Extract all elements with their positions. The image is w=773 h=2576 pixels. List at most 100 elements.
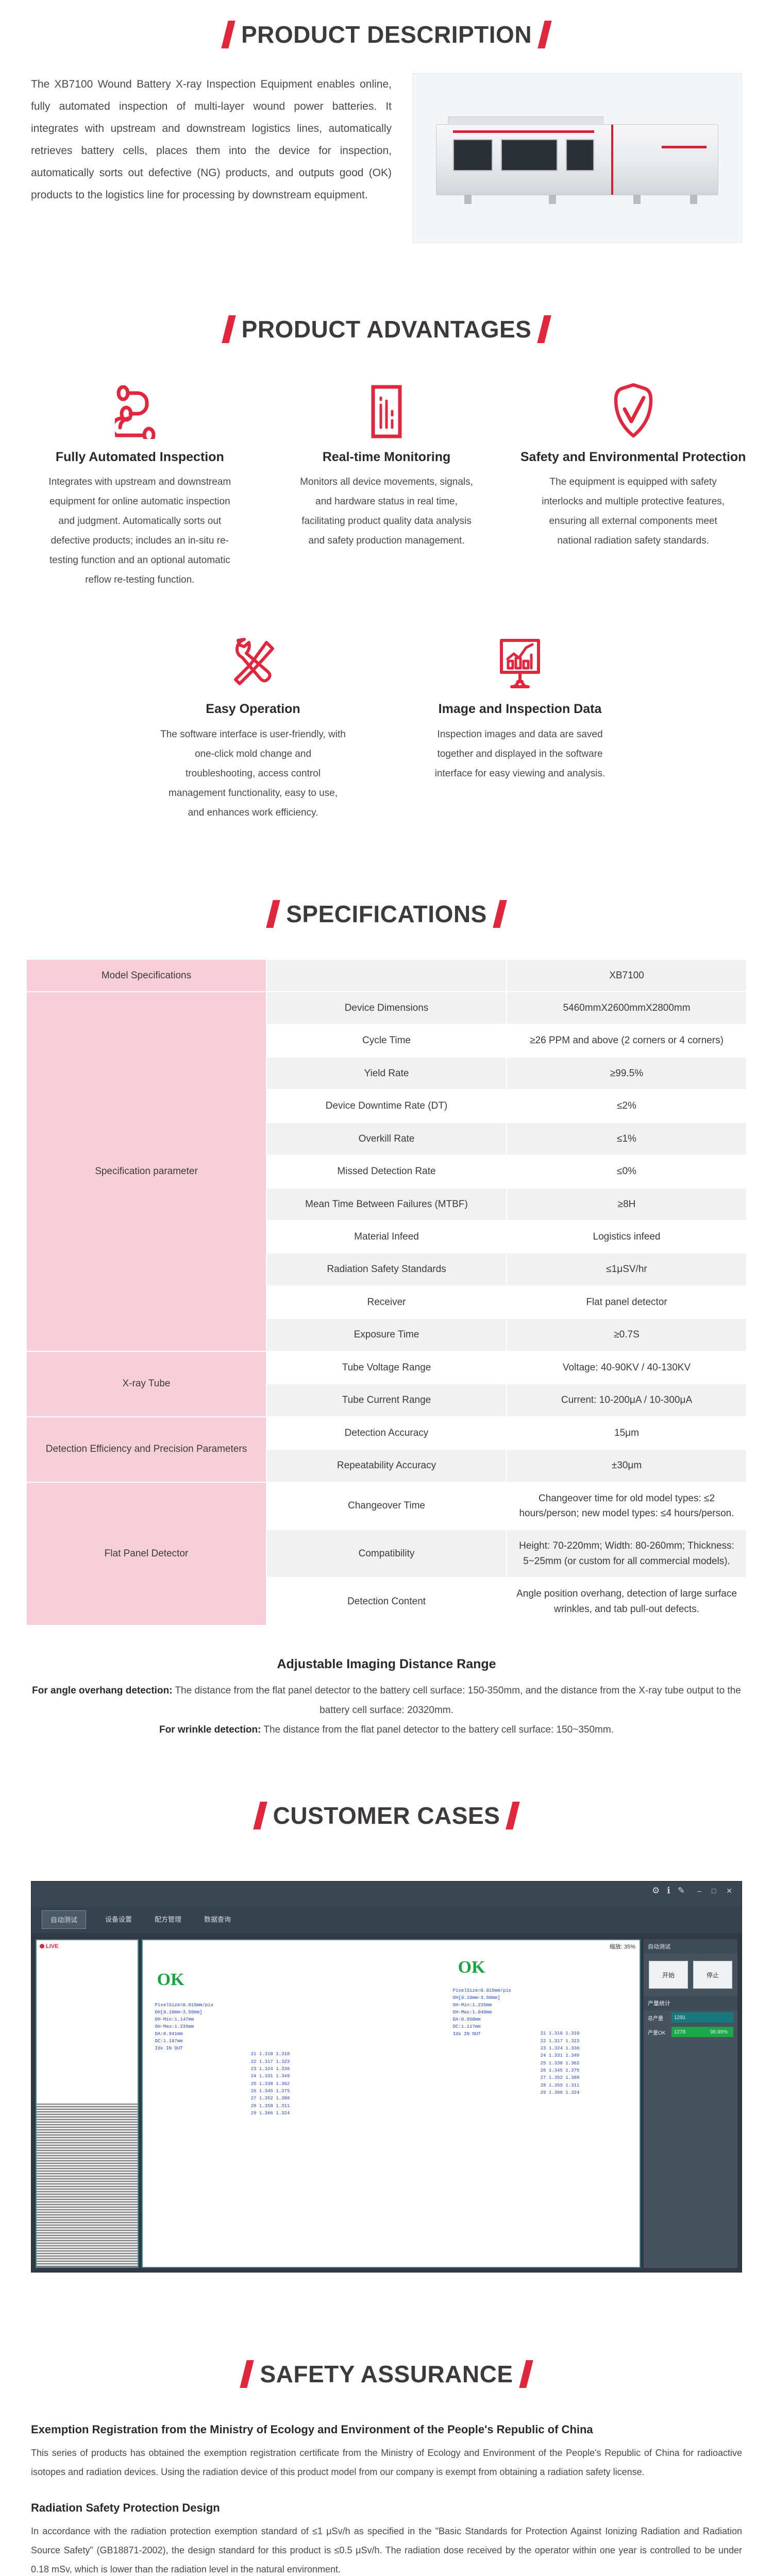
spec-value-cell: Angle position overhang, detection of la… [506, 1577, 747, 1626]
inspection-software-screenshot: ⚙ ℹ ✎ – □ ✕ 自动测试 设备设置 配方管理 数据查询 LIVE 缩放:… [31, 1881, 742, 2273]
safety-assurance-heading: SAFETY ASSURANCE [0, 2360, 773, 2388]
window-controls[interactable]: – □ ✕ [697, 1887, 736, 1895]
section-title: CUSTOMER CASES [273, 1802, 500, 1829]
equipment-illustration [435, 116, 719, 205]
measurement-line: PixelSize=0.015mm/pix [155, 2003, 214, 2008]
slash-right-decoration [518, 2360, 533, 2388]
tab-data-query[interactable]: 数据查询 [204, 1916, 231, 1924]
spec-value-cell: Flat panel detector [506, 1285, 747, 1319]
live-indicator: LIVE [40, 1943, 58, 1950]
advantage-title: Real-time Monitoring [322, 450, 451, 464]
slash-right-decoration [537, 21, 552, 48]
product-description-heading: PRODUCT DESCRIPTION [0, 21, 773, 48]
spec-value-cell: 5460mmX2600mmX2800mm [506, 991, 747, 1025]
tab-recipe-manage[interactable]: 配方管理 [154, 1916, 181, 1924]
live-label: LIVE [46, 1943, 59, 1950]
info-icon[interactable]: ℹ [667, 1886, 670, 1896]
spec-label-cell: Radiation Safety Standards [266, 1252, 507, 1286]
table-row: Cycle Time ≥26 PPM and above (2 corners o… [26, 1024, 747, 1058]
spec-label-cell: Material Infeed [266, 1219, 507, 1254]
measurement-numbers-left: 21 1.310 1.310 22 1.317 1.323 23 1.324 1.3… [251, 2050, 290, 2117]
software-tab-bar: 自动测试 设备设置 配方管理 数据查询 [31, 1906, 742, 1934]
angle-overhang-text: The distance from the flat panel detecto… [172, 1685, 741, 1716]
slash-left-decoration [221, 315, 236, 343]
tab-auto-test[interactable]: 自动测试 [42, 1910, 86, 1929]
control-button-row: 开始 停止 [644, 1954, 737, 1996]
right-inspection-view: OK PixelSize=0.015mm/pix OH[0.10mm~3.50mm… [396, 1953, 635, 2265]
gear-icon[interactable]: ⚙ [652, 1886, 660, 1896]
automation-flow-icon [26, 379, 254, 439]
spec-label-cell: Device Dimensions [266, 991, 507, 1025]
spec-label-cell: Compatibility [266, 1529, 507, 1579]
auto-test-panel-title: 自动测试 [644, 1939, 737, 1954]
measurement-number-row: 21 1.310 1.310 [250, 2052, 290, 2057]
slash-left-decoration [253, 1802, 267, 1830]
advantage-card: Easy Operation The software interface is… [129, 631, 377, 822]
measurement-number-row: 26 1.345 1.375 [540, 2068, 580, 2074]
advantage-body: Integrates with upstream and downstream … [48, 477, 231, 586]
table-row: Yield Rate ≥99.5% [26, 1056, 747, 1091]
spec-table-body: Model Specifications XB7100 Specificatio… [26, 958, 747, 1626]
table-row: Device Downtime Rate (DT) ≤2% [26, 1089, 747, 1123]
measurement-number-row: 22 1.317 1.323 [250, 2059, 290, 2064]
ok-output-label: 产量OK [648, 2030, 666, 2036]
advantage-body: The software interface is user-friendly,… [160, 728, 346, 818]
table-row: X-ray Tube Tube Voltage Range Voltage: 40-… [26, 1350, 747, 1417]
advantage-card: Safety and Environmental Protection The … [519, 379, 747, 590]
table-row: Material Infeed Logistics infeed [26, 1219, 747, 1254]
measurement-number-row: 28 1.359 1.311 [540, 2082, 580, 2088]
stop-button[interactable]: 停止 [693, 1961, 732, 1989]
product-description-body: The XB7100 Wound Battery X-ray Inspectio… [0, 73, 773, 243]
zoom-level-label: 缩放: 35% [609, 1944, 635, 1951]
product-equipment-photo [412, 73, 742, 243]
ok-output-percent: 98.99% [710, 2029, 728, 2035]
spec-label-cell: Tube Current Range [266, 1383, 507, 1417]
table-row: Tube Current Range Current: 10-200μA / 10… [26, 1383, 747, 1417]
spec-label-cell: Mean Time Between Failures (MTBF) [266, 1187, 507, 1222]
tab-device-setup[interactable]: 设备设置 [105, 1916, 132, 1924]
spec-category-cell: X-ray Tube [26, 1350, 267, 1417]
wrinkle-detection-label: For wrinkle detection: [159, 1724, 261, 1736]
table-row: Detection Efficiency and Precision Param… [26, 1416, 747, 1483]
measurement-line: OH-Min:1.147mm [155, 2017, 194, 2022]
start-button[interactable]: 开始 [649, 1961, 688, 1989]
table-row-header: Model Specifications XB7100 [26, 958, 747, 992]
specifications-heading: SPECIFICATIONS [0, 900, 773, 928]
slash-left-decoration [240, 2360, 255, 2388]
measurement-number-row: 21 1.310 1.310 [540, 2031, 580, 2037]
table-row: Overkill Rate ≤1% [26, 1122, 747, 1156]
advantage-title: Image and Inspection Data [438, 702, 602, 717]
measurement-line: DA:0.941mm [155, 2031, 183, 2037]
angle-overhang-label: For angle overhang detection: [32, 1685, 173, 1697]
spec-value-cell: ±30μm [506, 1449, 747, 1483]
ok-output-bar: 1278 98.99% [671, 2027, 733, 2038]
edit-icon[interactable]: ✎ [677, 1886, 685, 1896]
table-row: Missed Detection Rate ≤0% [26, 1155, 747, 1189]
table-row: Compatibility Height: 70-220mm; Width: 80… [26, 1529, 747, 1579]
spec-value-cell: Height: 70-220mm; Width: 80-260mm; Thick… [506, 1529, 747, 1579]
software-toolbar-icons: ⚙ ℹ ✎ [652, 1886, 685, 1896]
safety-block-heading: Radiation Safety Protection Design [31, 2501, 220, 2514]
table-row: Flat Panel Detector Changeover Time Change… [26, 1481, 747, 1626]
monitor-chart-icon [273, 379, 501, 439]
advantage-card: Image and Inspection Data Inspection ima… [396, 631, 644, 822]
inspection-image-panel: 缩放: 35% OK PixelSize=0.015mm/pix OH[0.10m… [142, 1939, 641, 2268]
table-row: Exposure Time ≥0.7S [26, 1318, 747, 1352]
measurement-line: Idx IN OUT [452, 2031, 481, 2037]
advantage-title: Fully Automated Inspection [55, 450, 224, 464]
measurement-number-row: 26 1.345 1.375 [250, 2089, 290, 2094]
spec-value-cell: Logistics infeed [506, 1219, 747, 1254]
software-title-bar: ⚙ ℹ ✎ – □ ✕ [31, 1882, 742, 1907]
control-sidebar: 自动测试 开始 停止 产量统计 总产量 1291 产量OK 1278 98.99… [644, 1939, 737, 2268]
product-advantages-heading: PRODUCT ADVANTAGES [0, 315, 773, 343]
spec-label-cell: Receiver [266, 1285, 507, 1319]
measurement-line: DA:0.950mm [452, 2016, 481, 2022]
production-stats-title: 产量统计 [644, 1996, 737, 2011]
measurement-number-row: 27 1.352 1.388 [540, 2075, 580, 2081]
model-value: XB7100 [506, 958, 747, 992]
measurement-number-row: 25 1.338 1.362 [540, 2060, 580, 2066]
advantage-body: Monitors all device movements, signals, … [300, 477, 473, 547]
measurement-line: OH-Max:1.235mm [155, 2024, 194, 2029]
spec-label-cell: Cycle Time [266, 1024, 507, 1058]
ok-output-row: 产量OK 1278 98.99% [644, 2025, 737, 2039]
